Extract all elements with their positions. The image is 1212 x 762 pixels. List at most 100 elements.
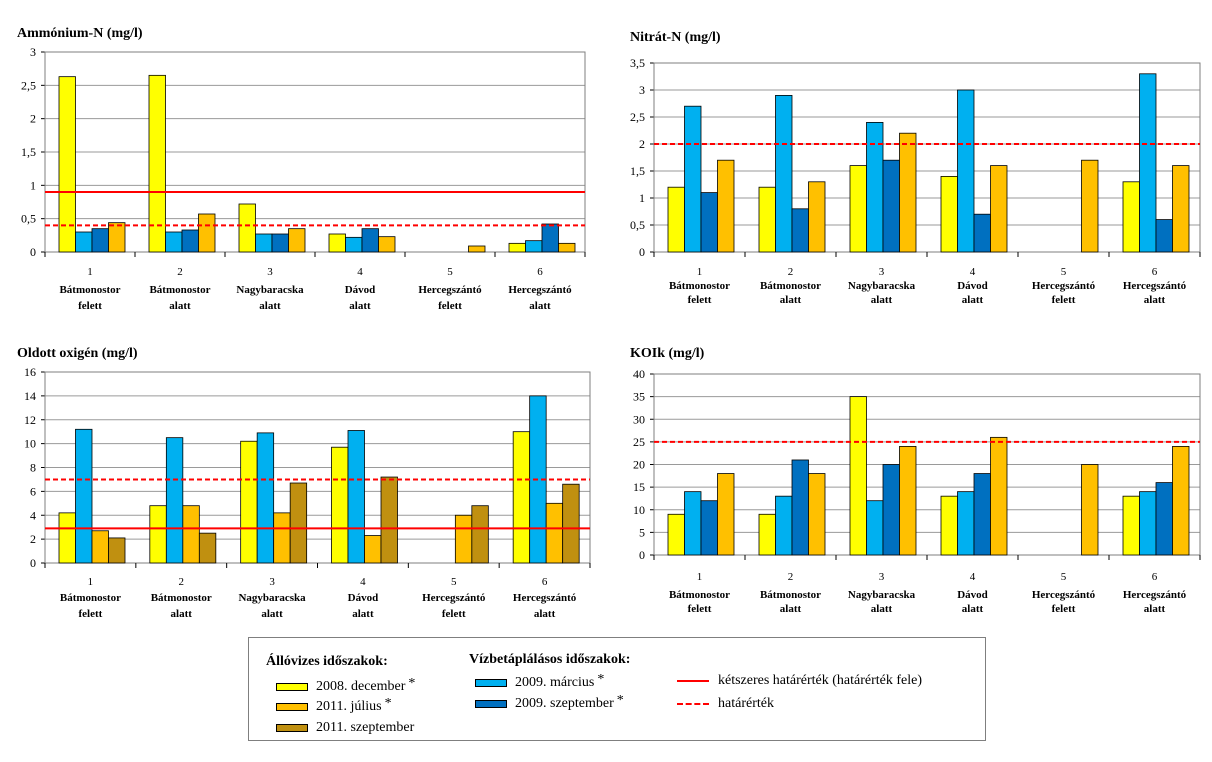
- ammonium-bar-jul2011-cat2: [198, 213, 216, 253]
- ammonium-bar-sep2009-cat6: [541, 223, 559, 253]
- ammonium-category-label-2: alatt: [259, 300, 281, 312]
- koi-bar-sep2009-cat1: [700, 500, 718, 556]
- oxigen-bar-dec2008-cat3: [240, 440, 258, 564]
- nitrat-category-label-2: alatt: [780, 294, 802, 306]
- ammonium-bar-dec2008-cat3: [238, 203, 256, 253]
- ammonium-bar-dec2008-cat6: [508, 242, 526, 253]
- oxigen-y-tick-label: 16: [24, 365, 36, 379]
- oxigen-bar-mar2009-cat2: [165, 437, 184, 564]
- nitrat-y-tick-label: 2,5: [630, 110, 645, 124]
- oxigen-category-label-2: alatt: [261, 608, 283, 620]
- koi-category-label-1: Bátmonostor: [760, 589, 821, 601]
- chart-legend: Állóvizes időszakok: Vízbetáplálásos idő…: [248, 637, 986, 741]
- koi-category-number: 1: [697, 571, 703, 583]
- nitrat-plot-frame: [653, 62, 1201, 253]
- koi-y-tick-label: 0: [639, 548, 645, 562]
- ammonium-category-label-2: felett: [78, 300, 102, 312]
- legend-label-dec2008: 2008. december: [316, 679, 406, 694]
- nitrat-y-tick-label: 0,5: [630, 218, 645, 232]
- nitrat-bar-dec2008-cat1: [667, 186, 685, 253]
- nitrat-y-tick-label: 1: [639, 191, 645, 205]
- ammonium-category-label-2: alatt: [349, 300, 371, 312]
- ammonium-category-number: 4: [357, 266, 363, 278]
- legend-label-limit-double: kétszeres határérték (határérték fele): [718, 673, 923, 688]
- oxigen-bar-sep2011-cat6: [562, 483, 580, 564]
- oxigen-y-tick-label: 14: [24, 389, 36, 403]
- oxigen-y-tick-label: 12: [24, 413, 36, 427]
- ammonium-category-number: 3: [267, 266, 273, 278]
- ammonium-category-number: 6: [537, 266, 543, 278]
- oxigen-category-number: 6: [542, 576, 548, 588]
- legend-heading-standing-water: Állóvizes időszakok:: [266, 654, 388, 669]
- nitrat-bar-sep2009-cat2: [791, 208, 809, 253]
- legend-heading-water-supply: Vízbetáplálásos időszakok:: [469, 652, 631, 667]
- legend-label-sep2011: 2011. szeptember: [316, 720, 415, 735]
- nitrat-y-tick-label: 1,5: [630, 164, 645, 178]
- oxigen-category-label-1: Bátmonostor: [60, 592, 121, 604]
- ammonium-category-label-2: felett: [438, 300, 462, 312]
- ammonium-bar-dec2008-cat4: [328, 233, 346, 253]
- legend-item-limit-double: kétszeres határérték (határérték fele): [677, 672, 922, 690]
- nitrat-category-number: 5: [1061, 266, 1067, 278]
- nitrat-category-label-1: Hercegszántó: [1123, 280, 1187, 292]
- koi-y-tick-label: 30: [633, 412, 645, 426]
- koi-category-label-1: Bátmonostor: [669, 589, 730, 601]
- oxigen-bar-dec2008-cat2: [149, 505, 167, 564]
- nitrat-chart-title: Nitrát-N (mg/l): [630, 30, 721, 45]
- nitrat-bar-jul2011-cat5: [1081, 159, 1099, 253]
- oxigen-bar-jul2011-cat1: [91, 530, 109, 564]
- oxigen-y-tick-label: 8: [30, 461, 36, 475]
- koi-bar-dec2008-cat6: [1122, 495, 1140, 556]
- oxigen-category-number: 1: [88, 576, 94, 588]
- koi-chart-title: KOIk (mg/l): [630, 346, 705, 361]
- ammonium-bar-sep2009-cat2: [181, 229, 199, 253]
- koi-category-label-2: alatt: [962, 603, 984, 615]
- legend-star-dec2008: *: [408, 676, 416, 691]
- koi-category-label-1: Dávod: [957, 589, 988, 601]
- ammonium-y-tick-label: 2,5: [21, 78, 36, 92]
- oxigen-y-tick-label: 6: [30, 484, 36, 498]
- oxigen-category-label-2: alatt: [171, 608, 193, 620]
- nitrat-bar-jul2011-cat1: [717, 159, 735, 253]
- nitrat-bar-sep2009-cat4: [973, 213, 991, 253]
- koi-y-tick-label: 10: [633, 503, 645, 517]
- legend-item-limit: határérték: [677, 695, 774, 713]
- koi-category-label-1: Nagybaracska: [848, 589, 916, 601]
- oxigen-bar-mar2009-cat3: [256, 432, 275, 564]
- oxigen-category-label-2: alatt: [534, 608, 556, 620]
- oxigen-category-label-1: Nagybaracska: [238, 592, 306, 604]
- nitrat-y-tick-label: 3: [639, 83, 645, 97]
- koi-y-tick-label: 25: [633, 435, 645, 449]
- ammonium-category-number: 1: [87, 266, 93, 278]
- ammonium-bar-mar2009-cat1: [75, 231, 93, 253]
- ammonium-bar-sep2009-cat1: [91, 228, 109, 253]
- ammonium-bar-mar2009-cat6: [525, 240, 543, 253]
- oxigen-bar-sep2011-cat2: [198, 532, 217, 564]
- nitrat-category-number: 1: [697, 266, 703, 278]
- nitrat-bar-jul2011-cat2: [808, 181, 826, 253]
- ammonium-y-tick-label: 0: [30, 245, 36, 259]
- ammonium-bar-jul2011-cat1: [108, 222, 126, 253]
- legend-line-solid: [677, 680, 709, 682]
- oxigen-bar-dec2008-cat4: [331, 446, 349, 564]
- legend-item-mar2009: 2009. március *: [475, 672, 604, 692]
- oxigen-bar-sep2011-cat1: [108, 537, 126, 564]
- oxigen-chart-title: Oldott oxigén (mg/l): [17, 346, 138, 361]
- koi-bar-mar2009-cat2: [775, 495, 793, 556]
- ammonium-category-number: 2: [177, 266, 183, 278]
- ammonium-bar-jul2011-cat4: [378, 236, 396, 253]
- legend-swatch-mar2009: [475, 679, 507, 687]
- koi-category-label-1: Hercegszántó: [1123, 589, 1187, 601]
- ammonium-bar-mar2009-cat2: [165, 231, 183, 253]
- oxigen-bar-jul2011-cat4: [364, 535, 382, 564]
- nitrat-bar-sep2009-cat6: [1155, 219, 1173, 253]
- koi-bar-jul2011-cat4: [990, 436, 1008, 556]
- koi-category-label-2: alatt: [871, 603, 893, 615]
- legend-item-jul2011: 2011. július *: [276, 696, 392, 716]
- legend-swatch-jul2011: [276, 703, 308, 711]
- ammonium-bar-mar2009-cat4: [345, 236, 363, 253]
- legend-swatch-dec2008: [276, 683, 308, 691]
- nitrat-category-label-1: Nagybaracska: [848, 280, 916, 292]
- nitrat-bar-mar2009-cat6: [1139, 73, 1157, 253]
- oxigen-category-label-2: felett: [442, 608, 466, 620]
